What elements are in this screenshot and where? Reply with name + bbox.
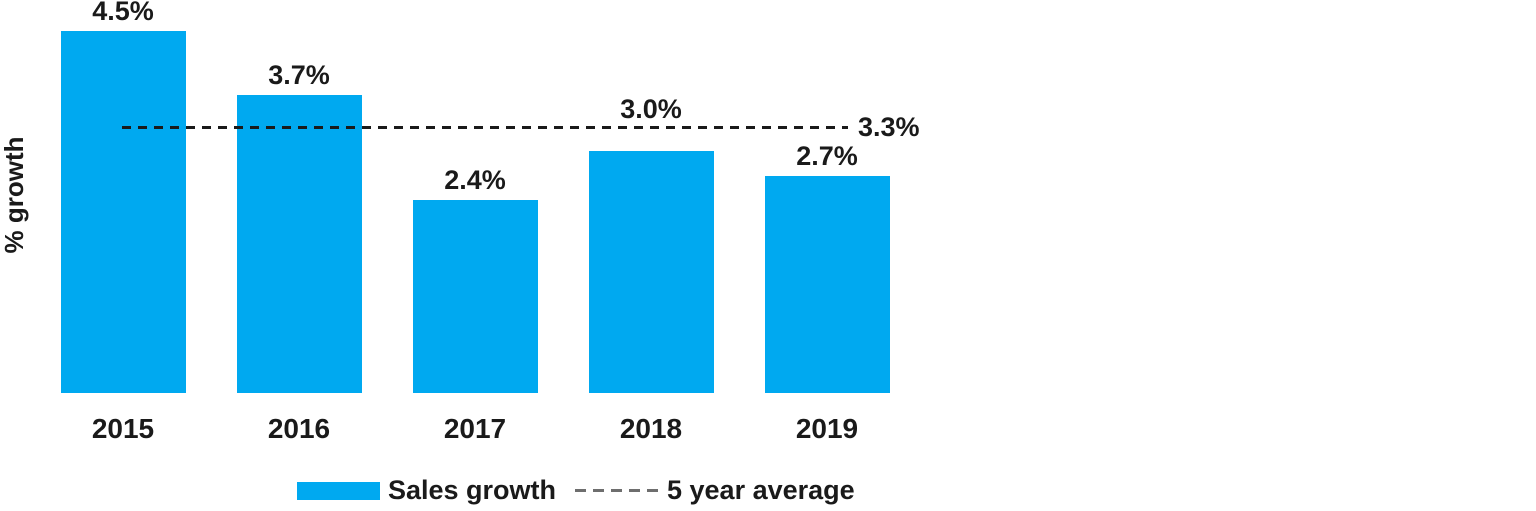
x-axis-label-2015: 2015	[91, 413, 155, 444]
x-axis-label-2019: 2019	[795, 413, 859, 444]
legend-swatch-sales-growth	[297, 482, 380, 500]
bar-2018	[589, 151, 714, 393]
x-axis-label-2016: 2016	[267, 413, 331, 444]
x-axis-label-2018: 2018	[619, 413, 683, 444]
legend: Sales growth 5 year average	[0, 474, 1536, 508]
bar-2019	[765, 176, 890, 393]
legend-label-sales-growth: Sales growth	[388, 475, 557, 505]
legend-dashed-line-icon	[575, 489, 660, 492]
value-label-2017: 2.4%	[444, 165, 506, 195]
average-line-label: 3.3%	[858, 112, 920, 142]
x-axis-label-2017: 2017	[443, 413, 507, 444]
average-dashed-line	[122, 126, 848, 129]
value-label-2015: 4.5%	[92, 0, 154, 26]
bar-2017	[413, 200, 538, 393]
value-label-2018: 3.0%	[620, 94, 682, 124]
y-axis-label: % growth	[0, 136, 29, 254]
value-label-2019: 2.7%	[796, 141, 858, 171]
legend-label-5-year-average: 5 year average	[667, 475, 855, 505]
bar-2015	[61, 31, 186, 393]
bar-2016	[237, 95, 362, 393]
value-label-2016: 3.7%	[268, 60, 330, 90]
